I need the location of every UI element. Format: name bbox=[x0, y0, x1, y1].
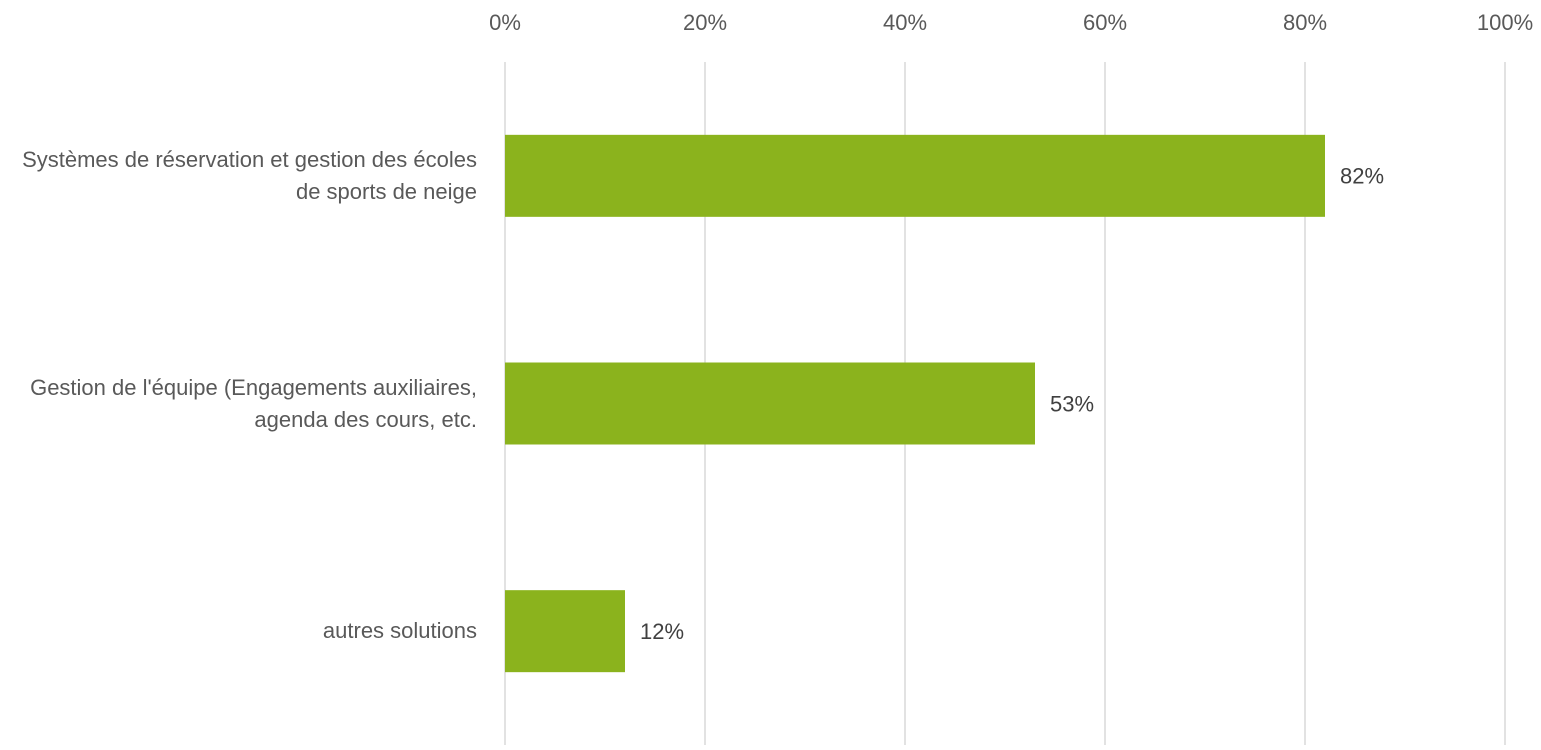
x-tick-label: 40% bbox=[883, 10, 927, 35]
x-tick-label: 20% bbox=[683, 10, 727, 35]
bar bbox=[505, 590, 625, 673]
x-tick-label: 80% bbox=[1283, 10, 1327, 35]
data-label: 82% bbox=[1340, 164, 1384, 189]
x-tick-label: 100% bbox=[1477, 10, 1533, 35]
x-tick-label: 60% bbox=[1083, 10, 1127, 35]
bar bbox=[505, 362, 1035, 445]
x-tick-label: 0% bbox=[489, 10, 521, 35]
y-tick-label: Systèmes de réservation et gestion des é… bbox=[22, 146, 477, 204]
y-tick-label: Gestion de l'équipe (Engagements auxilia… bbox=[30, 374, 477, 432]
data-label: 53% bbox=[1050, 391, 1094, 416]
bar bbox=[505, 134, 1325, 217]
data-label: 12% bbox=[640, 619, 684, 644]
y-tick-label: autres solutions bbox=[322, 618, 477, 644]
